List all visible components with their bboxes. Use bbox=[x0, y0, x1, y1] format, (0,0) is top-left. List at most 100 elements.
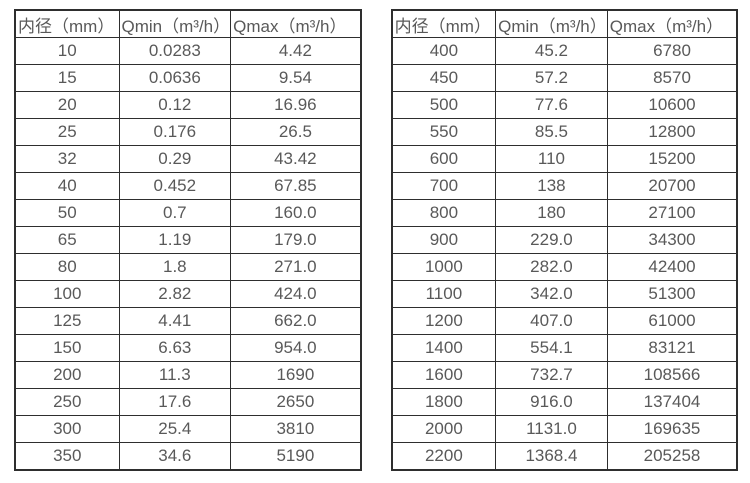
table-row: 40 0.452 67.85 bbox=[14, 172, 362, 200]
column-header: 内径（mm） bbox=[14, 9, 120, 38]
table-cell: 300 bbox=[14, 415, 120, 443]
table-cell: 2.82 bbox=[118, 280, 232, 308]
table-cell: 6.63 bbox=[118, 334, 232, 362]
table-cell: 700 bbox=[391, 172, 497, 200]
table-cell: 500 bbox=[391, 91, 497, 119]
table-cell: 1368.4 bbox=[495, 442, 608, 471]
table-row: 500 77.6 10600 bbox=[391, 91, 738, 119]
table-cell: 0.0636 bbox=[118, 64, 232, 92]
table-row: 300 25.4 3810 bbox=[14, 415, 362, 443]
table-cell: 271.0 bbox=[230, 253, 362, 281]
table-cell: 900 bbox=[391, 226, 497, 254]
table-cell: 5190 bbox=[230, 442, 362, 471]
table-cell: 1200 bbox=[391, 307, 497, 335]
table-cell: 20700 bbox=[606, 172, 738, 200]
table-row: 50 0.7 160.0 bbox=[14, 199, 362, 227]
table-cell: 1000 bbox=[391, 253, 497, 281]
table-cell: 916.0 bbox=[495, 388, 608, 416]
table-cell: 424.0 bbox=[230, 280, 362, 308]
table-row: 1400 554.1 83121 bbox=[391, 334, 738, 362]
table-row: 1800 916.0 137404 bbox=[391, 388, 738, 416]
table-row: 150 6.63 954.0 bbox=[14, 334, 362, 362]
table-row: 1600 732.7 108566 bbox=[391, 361, 738, 389]
table-cell: 17.6 bbox=[118, 388, 232, 416]
table-cell: 1400 bbox=[391, 334, 497, 362]
table-cell: 25.4 bbox=[118, 415, 232, 443]
table-row: 32 0.29 43.42 bbox=[14, 145, 362, 173]
table-cell: 350 bbox=[14, 442, 120, 471]
table-cell: 40 bbox=[14, 172, 120, 200]
table-cell: 342.0 bbox=[495, 280, 608, 308]
table-cell: 282.0 bbox=[495, 253, 608, 281]
table-cell: 16.96 bbox=[230, 91, 362, 119]
table-cell: 8570 bbox=[606, 64, 738, 92]
table-cell: 2000 bbox=[391, 415, 497, 443]
table-row: 400 45.2 6780 bbox=[391, 37, 738, 65]
table-row: 800 180 27100 bbox=[391, 199, 738, 227]
table-cell: 160.0 bbox=[230, 199, 362, 227]
table-row: 20 0.12 16.96 bbox=[14, 91, 362, 119]
table-cell: 6780 bbox=[606, 37, 738, 65]
table-row: 10 0.0283 4.42 bbox=[14, 37, 362, 65]
table-cell: 25 bbox=[14, 118, 120, 146]
table-row: 2000 1131.0 169635 bbox=[391, 415, 738, 443]
table-cell: 400 bbox=[391, 37, 497, 65]
table-row: 450 57.2 8570 bbox=[391, 64, 738, 92]
header-row: 内径（mm） Qmin（m³/h） Qmax（m³/h） bbox=[391, 9, 738, 38]
table-row: 1100 342.0 51300 bbox=[391, 280, 738, 308]
table-cell: 80 bbox=[14, 253, 120, 281]
table-cell: 65 bbox=[14, 226, 120, 254]
table-cell: 800 bbox=[391, 199, 497, 227]
table-cell: 169635 bbox=[606, 415, 738, 443]
table-cell: 150 bbox=[14, 334, 120, 362]
table-cell: 10 bbox=[14, 37, 120, 65]
table-cell: 32 bbox=[14, 145, 120, 173]
table-cell: 67.85 bbox=[230, 172, 362, 200]
table-cell: 200 bbox=[14, 361, 120, 389]
table-cell: 108566 bbox=[606, 361, 738, 389]
table-row: 200 11.3 1690 bbox=[14, 361, 362, 389]
table-cell: 50 bbox=[14, 199, 120, 227]
table-row: 550 85.5 12800 bbox=[391, 118, 738, 146]
table-cell: 12800 bbox=[606, 118, 738, 146]
table-cell: 138 bbox=[495, 172, 608, 200]
table-cell: 450 bbox=[391, 64, 497, 92]
table-cell: 15200 bbox=[606, 145, 738, 173]
table-row: 80 1.8 271.0 bbox=[14, 253, 362, 281]
table-row: 2200 1368.4 205258 bbox=[391, 442, 738, 471]
table-row: 125 4.41 662.0 bbox=[14, 307, 362, 335]
table-cell: 1800 bbox=[391, 388, 497, 416]
table-cell: 137404 bbox=[606, 388, 738, 416]
table-cell: 0.29 bbox=[118, 145, 232, 173]
table-cell: 51300 bbox=[606, 280, 738, 308]
table-row: 350 34.6 5190 bbox=[14, 442, 362, 471]
table-cell: 15 bbox=[14, 64, 120, 92]
table-cell: 1690 bbox=[230, 361, 362, 389]
table-cell: 4.41 bbox=[118, 307, 232, 335]
table-cell: 1131.0 bbox=[495, 415, 608, 443]
table-cell: 10600 bbox=[606, 91, 738, 119]
table-cell: 0.0283 bbox=[118, 37, 232, 65]
table-cell: 110 bbox=[495, 145, 608, 173]
table-row: 100 2.82 424.0 bbox=[14, 280, 362, 308]
table-cell: 34300 bbox=[606, 226, 738, 254]
table-row: 15 0.0636 9.54 bbox=[14, 64, 362, 92]
table-cell: 85.5 bbox=[495, 118, 608, 146]
table-cell: 600 bbox=[391, 145, 497, 173]
table-cell: 1100 bbox=[391, 280, 497, 308]
table-cell: 0.452 bbox=[118, 172, 232, 200]
table-cell: 4.42 bbox=[230, 37, 362, 65]
table-cell: 0.176 bbox=[118, 118, 232, 146]
table-cell: 20 bbox=[14, 91, 120, 119]
table-cell: 61000 bbox=[606, 307, 738, 335]
column-header: Qmax（m³/h） bbox=[606, 9, 738, 38]
table-cell: 26.5 bbox=[230, 118, 362, 146]
table-cell: 180 bbox=[495, 199, 608, 227]
table-cell: 45.2 bbox=[495, 37, 608, 65]
flow-rate-tables-page: 内径（mm） Qmin（m³/h） Qmax（m³/h） 10 0.0283 4.42 1… bbox=[14, 9, 739, 471]
table-cell: 34.6 bbox=[118, 442, 232, 471]
table-row: 700 138 20700 bbox=[391, 172, 738, 200]
flow-table-small-diameters: 内径（mm） Qmin（m³/h） Qmax（m³/h） 10 0.0283 4.42 1… bbox=[14, 9, 362, 471]
header-row: 内径（mm） Qmin（m³/h） Qmax（m³/h） bbox=[14, 9, 362, 38]
table-row: 1000 282.0 42400 bbox=[391, 253, 738, 281]
